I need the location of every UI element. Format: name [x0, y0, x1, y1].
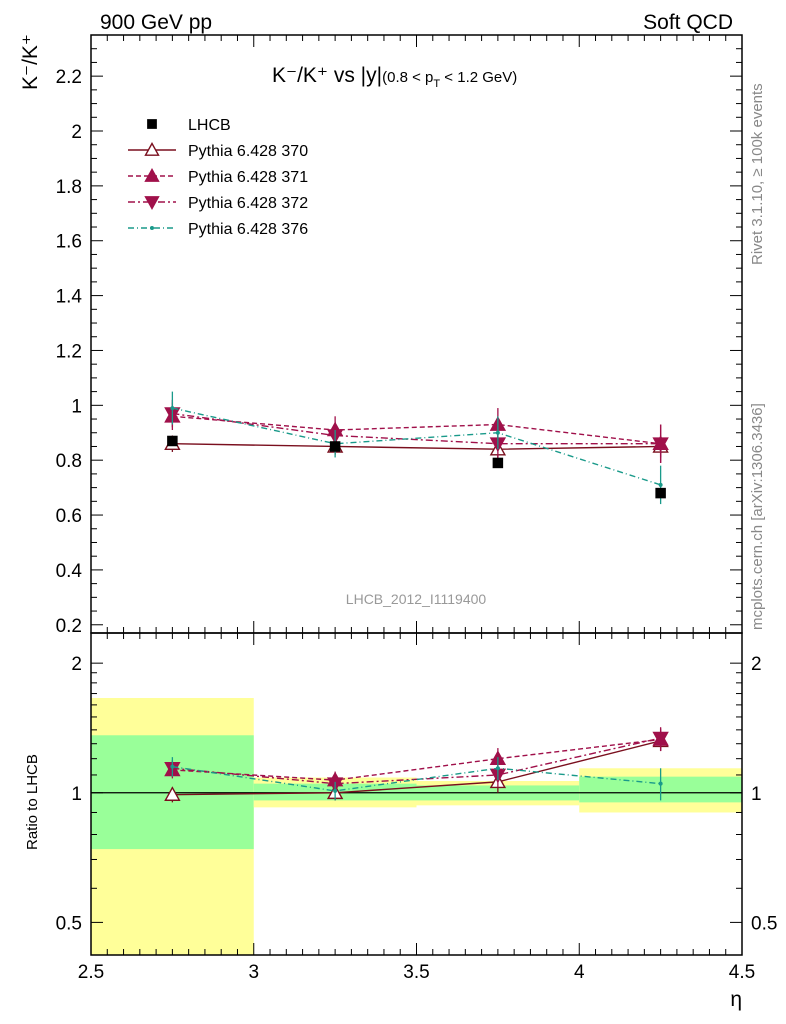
ratio-bands	[91, 698, 742, 955]
header-left-label: 900 GeV pp	[100, 11, 212, 34]
legend-marker	[144, 168, 160, 182]
series-point	[495, 430, 500, 435]
mcplots-source-label: mcplots.cern.ch [arXiv:1306.3436]	[749, 403, 766, 630]
ratio-y-tick-label-right: 1	[751, 784, 762, 805]
y-tick-label: 0.4	[56, 561, 83, 582]
ratio-point	[495, 766, 500, 771]
series-point	[658, 482, 663, 487]
chart-title-main: K⁻/K⁺ vs |y|	[272, 64, 382, 87]
y-axis-label: K⁻/K⁺	[19, 34, 42, 90]
chart-title-cut-open: (0.8 < p	[382, 69, 433, 86]
main-axes: 0.2 0.4 0.6 0.8 1 1.2 1.4 1.6 1.8 2 2.2	[56, 34, 743, 637]
series-line-2	[172, 412, 661, 445]
data-point	[492, 457, 504, 469]
legend-label: Pythia 6.428 370	[188, 143, 308, 160]
data-point	[167, 435, 178, 447]
ratio-y-tick-label-right: 0.5	[751, 913, 777, 934]
ratio-y-tick-label: 0.5	[56, 913, 82, 934]
ratio-point	[652, 731, 669, 747]
ratio-point	[170, 764, 175, 769]
ratio-point	[658, 781, 663, 786]
ratio-y-tick-label: 1	[71, 784, 82, 805]
series-line-1	[172, 415, 661, 445]
legend-marker	[150, 226, 154, 230]
y-tick-label: 1.2	[56, 341, 82, 362]
y-tick-label: 1	[71, 396, 82, 417]
y-tick-label: 0.8	[56, 451, 82, 472]
ratio-series-line-2	[172, 737, 661, 785]
ratio-point	[164, 786, 181, 801]
series-point	[652, 437, 669, 453]
legend-label: Pythia 6.428 376	[188, 221, 308, 238]
x-tick-label: 2.5	[78, 962, 104, 983]
legend-label: Pythia 6.428 371	[188, 169, 308, 186]
main-series	[164, 391, 669, 505]
chart-title: K⁻/K⁺ vs |y|(0.8 < pT < 1.2 GeV)	[272, 64, 517, 90]
ratio-point	[333, 788, 338, 793]
y-tick-label: 1.8	[56, 177, 82, 198]
legend-label: Pythia 6.428 372	[188, 195, 308, 212]
y-tick-label: 1.4	[56, 287, 83, 308]
y-tick-label: 0.6	[56, 506, 82, 527]
ratio-y-tick-label-right: 2	[751, 654, 762, 675]
legend-marker	[144, 196, 160, 210]
chart-title-cut-sub: T	[433, 78, 440, 90]
y-tick-label: 2	[71, 122, 82, 143]
analysis-label: LHCB_2012_I1119400	[346, 591, 487, 607]
series-line-0	[172, 443, 661, 450]
legend-marker	[147, 119, 157, 129]
legend-label: LHCB	[188, 117, 231, 134]
x-tick-label: 3	[248, 962, 259, 983]
ratio-y-axis-label: Ratio to LHCB	[24, 754, 41, 850]
data-point	[655, 487, 666, 499]
y-tick-label: 2.2	[56, 67, 82, 88]
header-right-label: Soft QCD	[643, 11, 733, 34]
ratio-axes: 2.5 3 3.5 4 4.5 0.5 0.5 1 1 2 2	[56, 35, 777, 983]
chart-title-cut-close: < 1.2 GeV)	[440, 69, 517, 86]
ratio-y-tick-label: 2	[71, 654, 82, 675]
x-tick-label: 4.5	[729, 962, 755, 983]
legend: LHCB Pythia 6.428 370 Pythia 6.428 371 Pyth…	[128, 117, 308, 238]
ratio-series-line-1	[172, 738, 661, 781]
x-tick-label: 3.5	[403, 962, 429, 983]
data-point	[329, 441, 341, 452]
y-tick-label: 1.6	[56, 232, 82, 253]
x-axis-label: η	[730, 988, 742, 1011]
series-line-3	[172, 407, 661, 486]
ratio-series	[164, 727, 669, 803]
rivet-version-label: Rivet 3.1.10, ≥ 100k events	[749, 83, 766, 265]
ratio-series-line-0	[172, 740, 661, 796]
series-point	[170, 406, 175, 411]
ratio-series-line-3	[172, 765, 661, 792]
y-tick-label: 0.2	[56, 616, 82, 637]
x-tick-label: 4	[574, 962, 585, 983]
legend-marker	[144, 142, 160, 156]
